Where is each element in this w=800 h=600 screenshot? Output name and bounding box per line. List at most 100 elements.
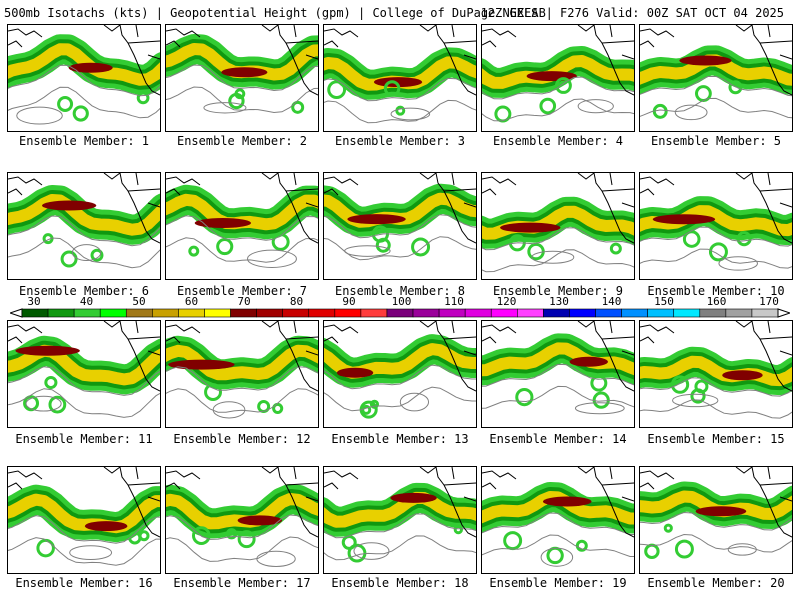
coastline: [103, 173, 160, 244]
colorbar-segment: [673, 308, 701, 318]
coastline: [577, 467, 634, 538]
coastline: [640, 470, 675, 490]
map-header: 500mb Isotachs (kts) | Geopotential Heig…: [4, 5, 796, 21]
height-contour: [640, 248, 792, 269]
coastline: [166, 324, 201, 344]
ensemble-member-label: Ensemble Member: 5: [650, 134, 782, 148]
colorbar-segment: [490, 308, 518, 318]
height-contour: [640, 399, 792, 419]
colorbar-segment: [21, 308, 49, 318]
wind-patch: [57, 96, 74, 113]
wind-patch: [663, 523, 673, 533]
coastline: [640, 176, 675, 196]
isotach-colorbar: [10, 308, 790, 318]
colorbar-segment: [282, 308, 310, 318]
coastline: [103, 25, 160, 96]
colorbar-segment: [334, 308, 362, 318]
ensemble-member-label: Ensemble Member: 17: [173, 576, 311, 590]
panel-map: [482, 321, 634, 415]
ensemble-member-label: Ensemble Member: 4: [492, 134, 624, 148]
height-contour: [574, 402, 625, 415]
ensemble-panel: [323, 172, 477, 280]
panel-map: [166, 321, 318, 419]
colorbar-segment: [725, 308, 753, 318]
colorbar-arrow-right: [777, 308, 790, 318]
height-contour: [482, 227, 634, 251]
wind-patch: [48, 395, 67, 414]
wind-patch: [674, 539, 694, 559]
header-run-info: 12Z GEFS | F276 Valid: 00Z SAT OCT 04 20…: [480, 6, 784, 20]
ensemble-panel: [481, 320, 635, 428]
wind-patch: [216, 237, 234, 256]
panel-map: [324, 467, 476, 563]
ensemble-member-label: Ensemble Member: 20: [647, 576, 785, 590]
coastline: [8, 470, 43, 490]
coastline: [419, 173, 476, 244]
height-contour: [399, 392, 430, 412]
height-contour: [640, 377, 792, 397]
height-contour: [8, 388, 160, 418]
colorbar-segment: [412, 308, 440, 318]
coastline: [324, 470, 359, 490]
height-contour: [203, 102, 247, 114]
height-contour: [16, 106, 63, 125]
height-contour: [166, 237, 318, 263]
wind-patch: [90, 248, 104, 262]
jet-core: [194, 217, 251, 228]
coastline: [324, 176, 359, 196]
height-contour: [482, 76, 634, 100]
wind-patch: [138, 530, 150, 542]
height-contour: [247, 249, 297, 268]
height-contour: [531, 250, 575, 264]
colorbar-segment: [47, 308, 75, 318]
colorbar-tick-label: 150: [654, 295, 674, 308]
colorbar-tick-labels: 30 40 50 60 70 80 90 100 110 120 130 140 150 160 170: [0, 296, 800, 308]
ensemble-member-label: Ensemble Member: 15: [647, 432, 785, 446]
coastline: [735, 321, 792, 392]
colorbar-tick-label: 70: [237, 295, 251, 308]
height-contour: [640, 226, 792, 247]
wind-patch: [503, 531, 523, 551]
colorbar-segment: [595, 308, 622, 318]
height-contour: [25, 395, 62, 412]
coastline: [577, 321, 634, 392]
ensemble-panel: [165, 320, 319, 428]
height-contour: [640, 75, 792, 97]
wind-patch: [191, 526, 211, 545]
height-contour: [324, 214, 476, 239]
wind-patch: [644, 543, 660, 560]
ensemble-member-label: Ensemble Member: 1: [18, 134, 150, 148]
colorbar-segment: [647, 308, 675, 318]
panel-map: [166, 173, 318, 268]
jet-core: [84, 521, 128, 532]
height-contour: [8, 515, 160, 544]
coastline: [103, 321, 160, 392]
panel-map: [8, 25, 160, 125]
ensemble-panel: [7, 466, 161, 574]
wind-patch: [546, 546, 564, 565]
ensemble-panel: [481, 466, 635, 574]
ensemble-member-label: Ensemble Member: 11: [15, 432, 153, 446]
ensemble-member-label: Ensemble Member: 19: [489, 576, 627, 590]
ensemble-member-label: Ensemble Member: 9: [492, 284, 624, 298]
wind-patch: [527, 242, 545, 261]
jet-stream-inner: [8, 194, 160, 236]
ensemble-panel: [639, 24, 793, 132]
jet-stream-inner: [8, 43, 160, 86]
coastline: [577, 25, 634, 96]
panel-map: [166, 25, 318, 114]
height-contour: [324, 535, 476, 561]
panel-map: [8, 467, 160, 566]
height-contour: [324, 364, 476, 390]
wind-patch: [271, 232, 290, 251]
header-title: 500mb Isotachs (kts) | Geopotential Heig…: [4, 6, 546, 20]
height-contour: [166, 536, 318, 562]
ensemble-panel: [639, 172, 793, 280]
jet-core: [42, 200, 97, 211]
colorbar-tick-label: 120: [496, 295, 517, 308]
ensemble-member-label: Ensemble Member: 2: [176, 134, 308, 148]
jet-core: [722, 370, 763, 381]
ensemble-panel: [323, 320, 477, 428]
height-contour: [166, 388, 318, 413]
coastline: [482, 324, 517, 344]
